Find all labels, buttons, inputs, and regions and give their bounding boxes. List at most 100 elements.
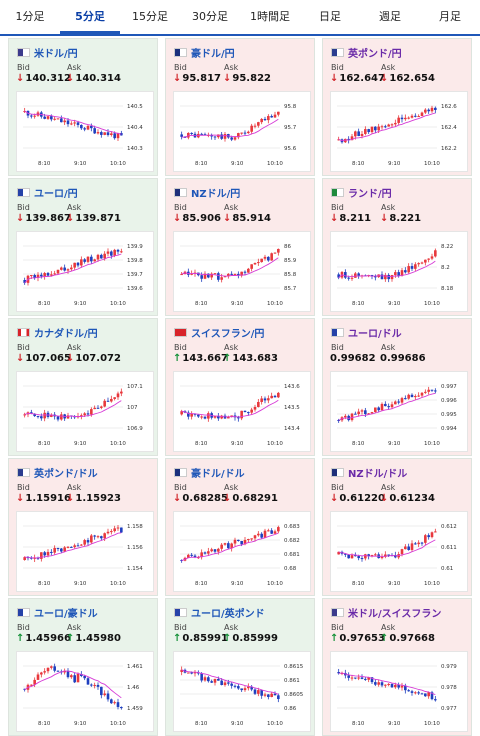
tab-0[interactable]: 1分足: [15, 10, 45, 23]
x-tick-label: 9:10: [231, 161, 244, 167]
pair-title-link[interactable]: 英ポンド/ドル: [17, 465, 98, 480]
candle-body: [400, 117, 404, 120]
pair-name[interactable]: 豪ドル/ドル: [191, 469, 245, 480]
ask-number: 0.99686: [380, 353, 426, 364]
flag-au-icon: [174, 468, 187, 477]
candle-body: [257, 690, 260, 694]
candlestick-chart[interactable]: 143.6 143.5 143.4 8:10 9:10 10:10: [173, 371, 311, 452]
pair-name[interactable]: 米ドル/円: [34, 49, 78, 60]
pair-title-link[interactable]: 米ドル/円: [17, 45, 78, 60]
rate-card[interactable]: 米ドル/スイスフラン Bid ↑0.97653 Ask ↑0.97668 0.979 0.9…: [322, 598, 472, 736]
candlestick-chart[interactable]: 139.9 139.8 139.7 139.6 8:10 9:10 10:10: [16, 231, 154, 312]
rate-card[interactable]: ユーロ/英ポンド Bid ↑0.85991 Ask ↑0.85999 0.8615 0.86…: [165, 598, 315, 736]
candle-body: [70, 267, 73, 270]
pair-title-link[interactable]: ユーロ/豪ドル: [17, 605, 98, 620]
rate-card[interactable]: 米ドル/円 Bid ↓140.312 Ask ↓140.314 140.5 140.4 140…: [8, 38, 158, 176]
y-tick-label: 143.6: [284, 384, 300, 390]
candlestick-chart[interactable]: 0.979 0.978 0.977 8:10 9:10 10:10: [330, 651, 468, 732]
candlestick-chart[interactable]: 1.461 1.46 1.459 8:10 9:10 10:10: [16, 651, 154, 732]
pair-title-link[interactable]: ユーロ/円: [17, 185, 78, 200]
candlestick-chart[interactable]: 0.612 0.611 0.61 8:10 9:10 10:10: [330, 511, 468, 592]
pair-name[interactable]: 豪ドル/円: [191, 49, 235, 60]
rate-card[interactable]: ユーロ/ドル Bid 0.99682 Ask 0.99686 0.997 0.996 0.99…: [322, 318, 472, 456]
candle-body: [394, 684, 397, 688]
candle-body: [217, 415, 220, 419]
pair-title-link[interactable]: 豪ドル/円: [174, 45, 235, 60]
rate-card[interactable]: NZドル/円 Bid ↓85.906 Ask ↓85.914 86 85.9 85.8 85.7…: [165, 178, 315, 316]
rate-card[interactable]: ユーロ/豪ドル Bid ↑1.45966 Ask ↑1.45980 1.461 1.46 1.…: [8, 598, 158, 736]
candle-body: [116, 249, 120, 252]
candle-body: [370, 555, 374, 557]
tab-7[interactable]: 月足: [439, 10, 461, 23]
candlestick-chart[interactable]: 86 85.9 85.8 85.7 8:10 9:10 10:10: [173, 231, 311, 312]
pair-title-link[interactable]: ユーロ/英ポンド: [174, 605, 265, 620]
pair-title-link[interactable]: NZドル/ドル: [331, 465, 407, 480]
pair-title-link[interactable]: ランド/円: [331, 185, 392, 200]
tab-1[interactable]: 5分足: [60, 0, 120, 34]
pair-title-link[interactable]: 英ポンド/円: [331, 45, 402, 60]
candlestick-chart[interactable]: 0.8615 0.861 0.8605 0.86 8:10 9:10 10:10: [173, 651, 311, 732]
pair-name[interactable]: ユーロ/円: [34, 189, 78, 200]
candle-body: [60, 267, 63, 270]
pair-name[interactable]: ランド/円: [348, 189, 392, 200]
rate-card[interactable]: カナダドル/円 Bid ↓107.065 Ask ↓107.072 107.1 107 106…: [8, 318, 158, 456]
candle-body: [253, 407, 257, 410]
pair-name[interactable]: NZドル/円: [191, 189, 241, 200]
candle-body: [253, 262, 257, 265]
candlestick-chart[interactable]: 0.683 0.682 0.681 0.68 8:10 9:10 10:10: [173, 511, 311, 592]
rate-card[interactable]: スイスフラン/円 Bid ↑143.667 Ask ↑143.683 143.6 143.5…: [165, 318, 315, 456]
tab-3[interactable]: 30分足: [192, 10, 228, 23]
candlestick-chart[interactable]: 162.6 162.4 162.2 8:10 9:10 10:10: [330, 91, 468, 172]
y-tick-label: 162.6: [441, 104, 457, 110]
candlestick-chart[interactable]: 95.8 95.7 95.6 8:10 9:10 10:10: [173, 91, 311, 172]
candle-body: [260, 118, 263, 123]
pair-name[interactable]: 米ドル/スイスフラン: [348, 609, 442, 620]
pair-title-link[interactable]: カナダドル/円: [17, 325, 98, 340]
candle-body: [220, 415, 223, 419]
tab-6[interactable]: 週足: [379, 10, 401, 23]
candle-body: [116, 133, 120, 139]
pair-title-link[interactable]: ユーロ/ドル: [331, 325, 402, 340]
candle-body: [96, 132, 100, 134]
rate-card[interactable]: 英ポンド/ドル Bid ↓1.15916 Ask ↓1.15923 1.158 1.156 1…: [8, 458, 158, 596]
y-tick-label: 139.8: [127, 258, 143, 264]
candle-body: [390, 683, 394, 688]
pair-name[interactable]: カナダドル/円: [34, 329, 98, 340]
pair-name[interactable]: ユーロ/英ポンド: [191, 609, 265, 620]
tab-5[interactable]: 日足: [319, 10, 341, 23]
pair-name[interactable]: スイスフラン/円: [191, 329, 265, 340]
candle-body: [210, 549, 213, 552]
candle-body: [410, 115, 414, 118]
pair-name[interactable]: 英ポンド/ドル: [34, 469, 98, 480]
candle-body: [387, 406, 390, 408]
rate-card[interactable]: ランド/円 Bid ↓8.211 Ask ↓8.221 8.22 8.2 8.18 8:10 9:…: [322, 178, 472, 316]
tab-2[interactable]: 15分足: [132, 10, 168, 23]
tab-4[interactable]: 1時間足: [250, 10, 290, 23]
candlestick-chart[interactable]: 8.22 8.2 8.18 8:10 9:10 10:10: [330, 231, 468, 312]
rate-card[interactable]: 豪ドル/ドル Bid ↓0.68285 Ask ↓0.68291 0.683 0.682 0.…: [165, 458, 315, 596]
pair-title-link[interactable]: 豪ドル/ドル: [174, 465, 245, 480]
candle-body: [430, 107, 434, 112]
rate-card[interactable]: 英ポンド/円 Bid ↓162.647 Ask ↓162.654 162.6 162.4 16…: [322, 38, 472, 176]
y-tick-label: 0.977: [441, 706, 457, 712]
rate-card[interactable]: ユーロ/円 Bid ↓139.867 Ask ↓139.871 139.9 139.8 139…: [8, 178, 158, 316]
pair-title-link[interactable]: 米ドル/スイスフラン: [331, 605, 441, 620]
pair-name[interactable]: ユーロ/豪ドル: [34, 609, 98, 620]
candlestick-chart[interactable]: 1.158 1.156 1.154 8:10 9:10 10:10: [16, 511, 154, 592]
pair-name[interactable]: NZドル/ドル: [348, 469, 408, 480]
bid-label: Bid: [17, 483, 30, 492]
moving-average-line: [24, 670, 122, 699]
pair-title-link[interactable]: スイスフラン/円: [174, 325, 264, 340]
pair-name[interactable]: ユーロ/ドル: [348, 329, 402, 340]
rate-card[interactable]: NZドル/ドル Bid ↓0.61220 Ask ↓0.61234 0.612 0.611 0…: [322, 458, 472, 596]
x-tick-label: 8:10: [38, 441, 51, 447]
bid-label: Bid: [17, 623, 30, 632]
candlestick-chart[interactable]: 0.997 0.996 0.995 0.994 8:10 9:10 10:10: [330, 371, 468, 452]
pair-title-link[interactable]: NZドル/円: [174, 185, 240, 200]
candlestick-chart[interactable]: 107.1 107 106.9 8:10 9:10 10:10: [16, 371, 154, 452]
pair-name[interactable]: 英ポンド/円: [348, 49, 402, 60]
candle-body: [420, 693, 424, 695]
candle-body: [120, 527, 123, 533]
candlestick-chart[interactable]: 140.5 140.4 140.3 8:10 9:10 10:10: [16, 91, 154, 172]
rate-card[interactable]: 豪ドル/円 Bid ↓95.817 Ask ↓95.822 95.8 95.7 95.6 8:1…: [165, 38, 315, 176]
